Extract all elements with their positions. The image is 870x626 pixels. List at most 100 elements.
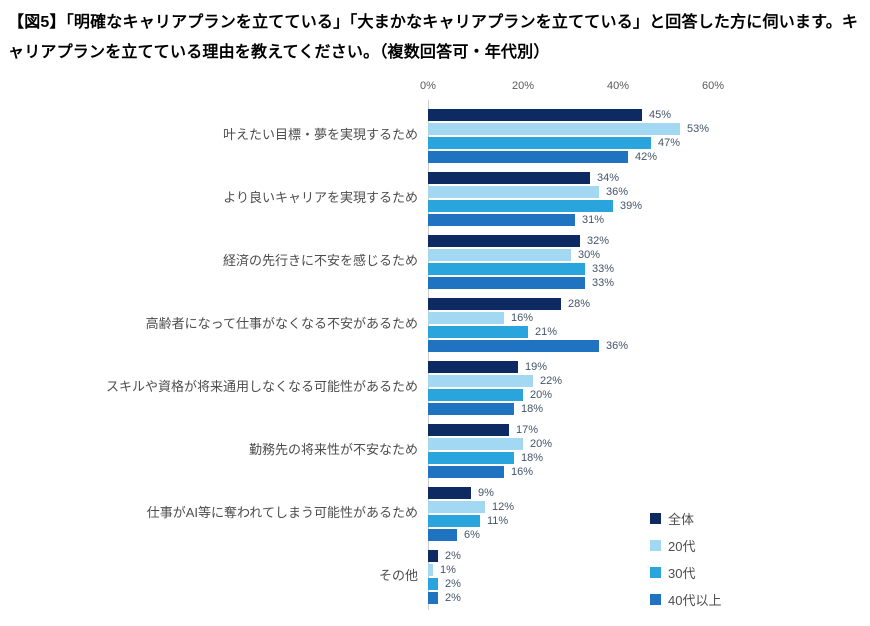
bar-group: 45% 53% 47% 42%: [428, 108, 710, 163]
bar-value-label: 31%: [582, 213, 605, 226]
category-label: より良いキャリアを実現するため: [223, 190, 418, 206]
bar-value-label: 39%: [620, 199, 643, 212]
bar-20代: [428, 185, 599, 198]
bar-30代: [428, 388, 523, 401]
bar-value-label: 20%: [530, 388, 553, 401]
legend-item-20代: 20代: [650, 539, 721, 554]
legend-label: 40代以上: [668, 592, 722, 608]
bar-20代: [428, 563, 433, 576]
category-label: スキルや資格が将来通用しなくなる可能性があるため: [105, 379, 418, 395]
bar-row: 45%: [428, 108, 709, 121]
bar-value-label: 6%: [464, 528, 480, 541]
legend-swatch: [650, 539, 661, 551]
bar-20代: [428, 500, 485, 513]
category-label: 仕事がAI等に奪われてしまう可能性があるため: [146, 505, 418, 521]
bar-value-label: 53%: [687, 122, 710, 135]
category-group: 経済の先行きに不安を感じるため 32% 30% 33% 33%: [0, 230, 870, 293]
bar-group: 28% 16% 21% 36%: [428, 297, 629, 352]
bar-全体: [428, 486, 471, 499]
category-label: その他: [378, 568, 418, 584]
legend-swatch: [650, 512, 661, 524]
legend-swatch: [650, 593, 661, 605]
bar-value-label: 32%: [587, 234, 610, 247]
bar-row: 12%: [428, 500, 515, 513]
bar-40代以上: [428, 276, 585, 289]
bar-value-label: 11%: [487, 514, 509, 527]
bar-row: 2%: [428, 591, 461, 604]
bar-row: 53%: [428, 122, 710, 135]
bar-40代以上: [428, 465, 504, 478]
bar-30代: [428, 577, 438, 590]
bar-value-label: 47%: [658, 136, 681, 149]
category-group: 勤務先の将来性が不安なため 17% 20% 18% 16%: [0, 419, 870, 482]
bar-row: 31%: [428, 213, 642, 226]
category-group: その他 2% 1% 2% 2%: [0, 545, 870, 608]
bar-row: 18%: [428, 451, 552, 464]
bar-20代: [428, 248, 571, 261]
legend-label: 全体: [668, 511, 695, 527]
bar-value-label: 1%: [440, 563, 456, 576]
bar-40代以上: [428, 150, 628, 163]
bar-value-label: 18%: [521, 402, 544, 415]
plot-area: 叶えたい目標・夢を実現するため 45% 53% 47% 42% より良いキャリアを実現する…: [0, 104, 870, 608]
bar-value-label: 16%: [511, 465, 534, 478]
bar-全体: [428, 549, 438, 562]
category-group: より良いキャリアを実現するため 34% 36% 39% 31%: [0, 167, 870, 230]
bar-value-label: 45%: [649, 108, 672, 121]
bar-row: 9%: [428, 486, 514, 499]
bar-row: 22%: [428, 374, 563, 387]
bar-value-label: 36%: [606, 185, 629, 198]
bar-row: 16%: [428, 465, 552, 478]
bar-全体: [428, 423, 509, 436]
bar-value-label: 16%: [511, 311, 534, 324]
bar-row: 1%: [428, 563, 461, 576]
bar-group: 34% 36% 39% 31%: [428, 171, 643, 226]
bar-row: 17%: [428, 423, 552, 436]
bar-value-label: 28%: [568, 297, 591, 310]
bar-40代以上: [428, 402, 514, 415]
bar-value-label: 21%: [535, 325, 558, 338]
bar-row: 2%: [428, 549, 461, 562]
bar-value-label: 12%: [492, 500, 515, 513]
bar-value-label: 20%: [530, 437, 553, 450]
bar-40代以上: [428, 213, 575, 226]
y-axis-line: [428, 100, 429, 610]
bar-row: 18%: [428, 402, 562, 415]
bar-value-label: 42%: [635, 150, 658, 163]
bar-row: 2%: [428, 577, 461, 590]
bar-20代: [428, 311, 504, 324]
bar-row: 21%: [428, 325, 628, 338]
category-label: 勤務先の将来性が不安なため: [248, 442, 418, 458]
bar-group: 17% 20% 18% 16%: [428, 423, 553, 478]
bar-value-label: 36%: [606, 339, 629, 352]
bar-row: 42%: [428, 150, 709, 163]
grouped-bar-chart: 0% 20% 40% 60% 叶えたい目標・夢を実現するため 45% 53% 47% 42% よ…: [0, 78, 870, 626]
bar-row: 20%: [428, 437, 553, 450]
category-label: 叶えたい目標・夢を実現するため: [222, 127, 418, 143]
bar-全体: [428, 234, 580, 247]
bar-value-label: 2%: [445, 577, 461, 590]
bar-全体: [428, 360, 518, 373]
category-group: スキルや資格が将来通用しなくなる可能性があるため 19% 22% 20% 18%: [0, 356, 870, 419]
bar-value-label: 33%: [592, 262, 615, 275]
legend-label: 20代: [668, 538, 696, 554]
bar-row: 32%: [428, 234, 614, 247]
bar-value-label: 2%: [445, 549, 461, 562]
bar-20代: [428, 122, 680, 135]
bar-value-label: 9%: [478, 486, 494, 499]
bar-value-label: 33%: [592, 276, 615, 289]
bar-group: 19% 22% 20% 18%: [428, 360, 563, 415]
bar-row: 20%: [428, 388, 562, 401]
bar-value-label: 22%: [540, 374, 563, 387]
legend-item-30代: 30代: [650, 566, 721, 581]
figure-title: 【図5】「明確なキャリアプランを立てている」「大まかなキャリアプランを立てている…: [8, 14, 859, 61]
category-label: 経済の先行きに不安を感じるため: [222, 253, 418, 269]
category-group: 高齢者になって仕事がなくなる不安があるため 28% 16% 21% 36%: [0, 293, 870, 356]
x-axis-tick: 40%: [606, 80, 630, 92]
legend-label: 30代: [668, 565, 696, 581]
bar-30代: [428, 199, 613, 212]
bar-30代: [428, 325, 528, 338]
x-axis-tick: 20%: [511, 80, 535, 92]
bar-全体: [428, 108, 642, 121]
